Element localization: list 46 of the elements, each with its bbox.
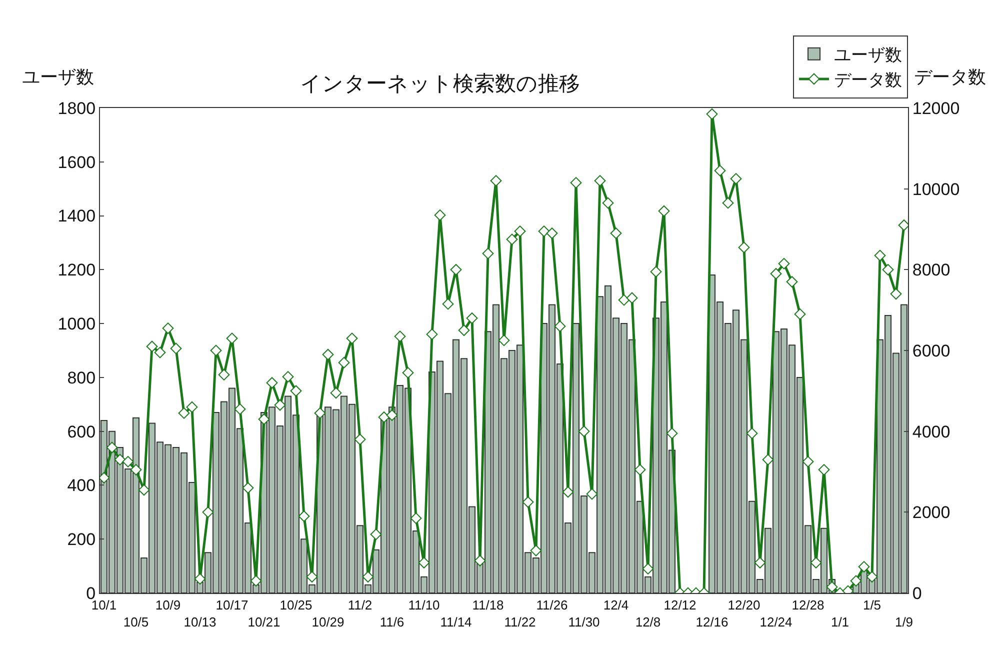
y-axis-title: ユーザ数 <box>22 67 94 87</box>
x-tick-label: 12/12 <box>664 598 696 613</box>
x-tick-label: 1/9 <box>894 614 914 630</box>
y2-tick-label: 6000 <box>912 341 950 360</box>
x-tick-label: 12/24 <box>760 614 792 630</box>
x-tick-label: 10/17 <box>216 598 248 613</box>
legend-label: データ数 <box>834 70 902 90</box>
x-tick-label: 11/18 <box>472 598 504 613</box>
y-tick-label: 1600 <box>58 152 96 172</box>
y2-tick-label: 10000 <box>912 180 960 199</box>
x-tick-label: 11/14 <box>440 614 472 630</box>
y2-tick-label: 0 <box>912 584 922 603</box>
chart-title: インターネット検索数の推移 <box>300 72 580 96</box>
y-tick-label: 800 <box>67 368 96 388</box>
x-tick-label: 10/13 <box>184 614 216 630</box>
x-tick-label: 11/6 <box>380 614 404 630</box>
x-tick-label: 11/30 <box>568 614 600 630</box>
x-tick-label: 12/20 <box>728 598 760 613</box>
x-tick-label: 11/22 <box>504 614 536 630</box>
y-tick-label: 600 <box>67 422 96 442</box>
x-tick-label: 1/5 <box>862 598 882 613</box>
x-tick-label: 11/10 <box>408 598 440 613</box>
y-tick-label: 1800 <box>58 98 96 118</box>
x-tick-label: 12/16 <box>696 614 728 630</box>
legend-label: ユーザ数 <box>834 45 902 64</box>
x-tick-label: 10/9 <box>155 598 181 613</box>
x-tick-label: 10/25 <box>280 598 312 613</box>
y2-tick-label: 8000 <box>912 260 950 280</box>
x-tick-label: 11/2 <box>348 598 372 613</box>
y2-tick-label: 12000 <box>912 98 960 118</box>
x-tick-label: 11/26 <box>536 598 568 613</box>
x-tick-label: 12/28 <box>792 598 824 613</box>
x-tick-label: 12/8 <box>635 614 661 630</box>
x-tick-label: 10/21 <box>248 614 280 630</box>
y-tick-label: 1400 <box>58 206 96 226</box>
x-tick-label: 1/1 <box>830 614 850 630</box>
x-tick-label: 10/29 <box>312 614 344 630</box>
x-tick-label: 12/4 <box>603 598 629 613</box>
x-tick-label: 10/5 <box>123 614 149 630</box>
y-tick-label: 200 <box>67 530 96 550</box>
y-tick-label: 1200 <box>58 260 96 280</box>
y2-tick-label: 4000 <box>912 422 950 442</box>
y-tick-label: 1000 <box>58 314 96 334</box>
y-tick-label: 400 <box>67 476 96 496</box>
y2-tick-label: 2000 <box>912 503 950 522</box>
y2-axis-title: データ数 <box>914 67 986 87</box>
